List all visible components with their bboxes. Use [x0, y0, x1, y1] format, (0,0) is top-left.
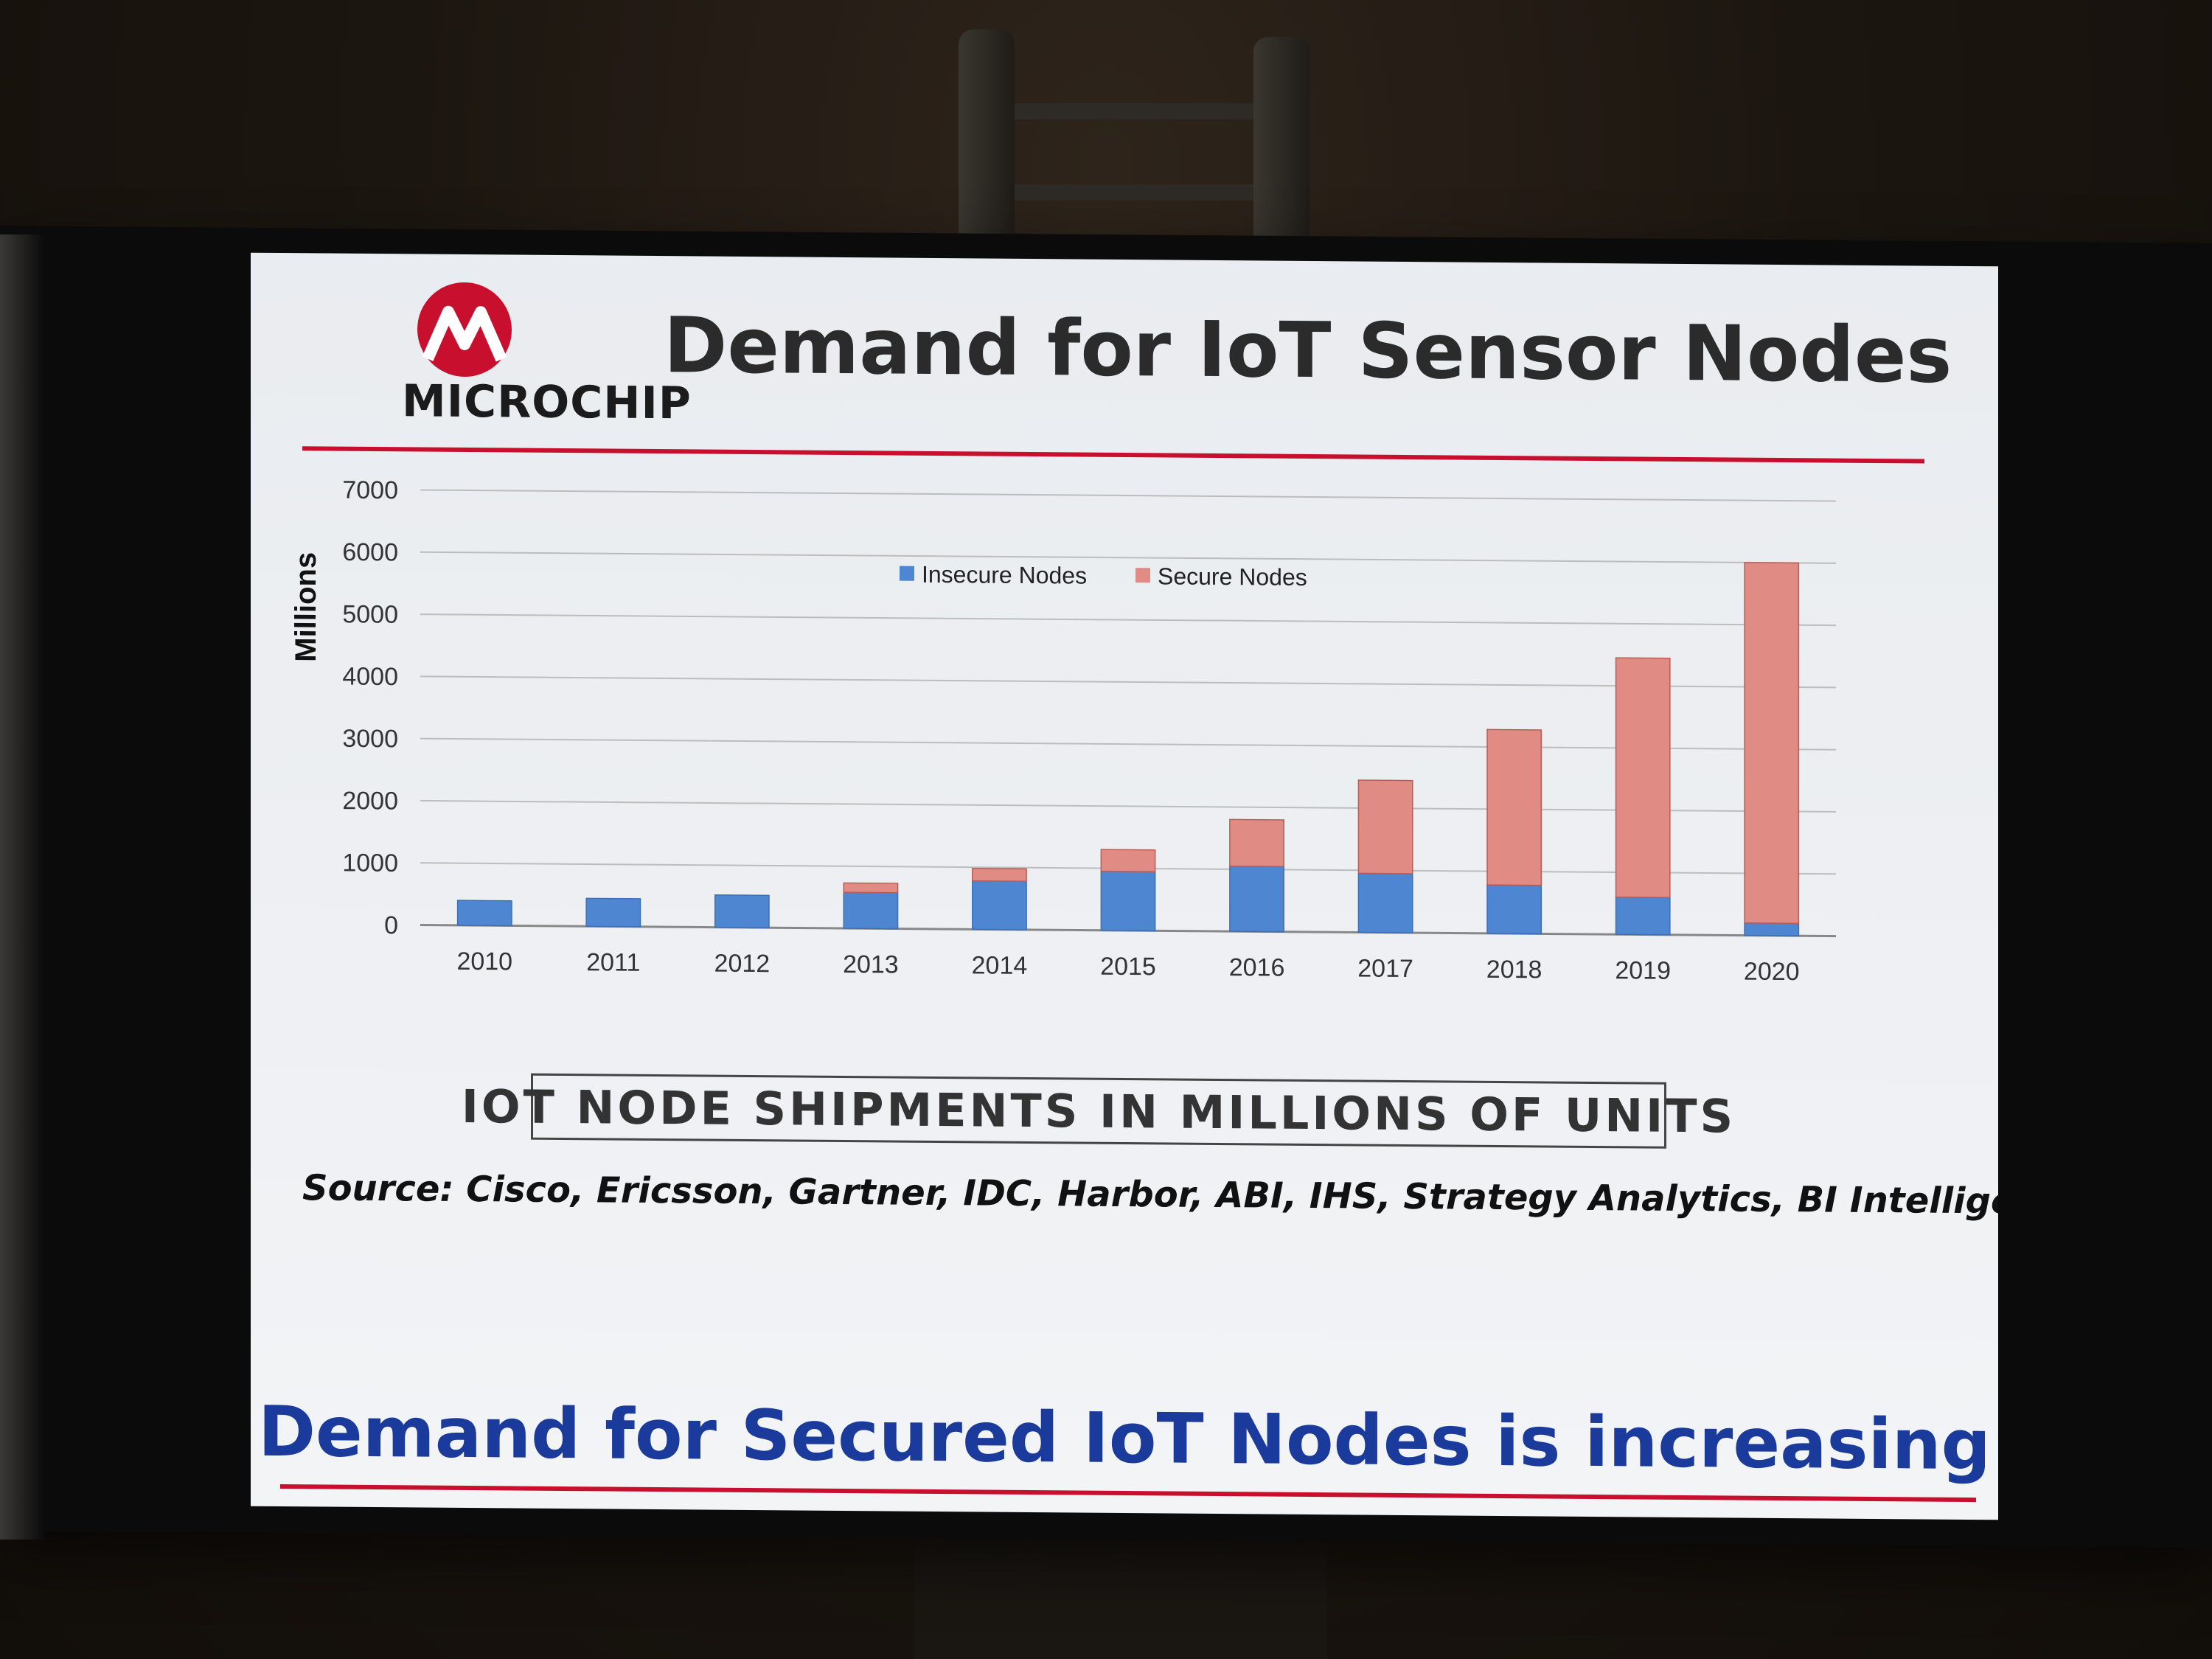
chart-caption-box: IOT NODE SHIPMENTS IN MILLIONS OF UNITS	[462, 1073, 1736, 1149]
chart-bars	[456, 562, 1800, 936]
slide-tagline: Demand for Secured IoT Nodes is increasi…	[258, 1391, 1991, 1486]
source-citation: Source: Cisco, Ericsson, Gartner, IDC, H…	[302, 1167, 1998, 1223]
secure-bar-2013	[843, 882, 899, 894]
x-tick-label: 2013	[843, 950, 899, 979]
tagline-divider	[280, 1484, 1976, 1503]
insecure-bar-2012	[714, 894, 770, 928]
chart-y-ticks: 0 1000 2000 3000 4000 5000 6000 7000	[342, 476, 398, 940]
chart-caption: IOT NODE SHIPMENTS IN MILLIONS OF UNITS	[461, 1079, 1736, 1144]
y-tick-label: 4000	[342, 663, 398, 692]
y-tick-label: 2000	[342, 787, 398, 815]
y-tick-label: 3000	[342, 725, 398, 754]
x-tick-label: 2012	[714, 950, 771, 978]
insecure-bar-2019	[1615, 896, 1671, 936]
insecure-bar-2013	[843, 891, 899, 930]
truss-crossbar	[1015, 103, 1253, 119]
insecure-bar-2014	[972, 880, 1027, 931]
secure-bar-2019	[1615, 657, 1671, 898]
legend-label-secure: Secure Nodes	[1158, 563, 1307, 591]
truss-crossbar	[1015, 184, 1253, 201]
insecure-bar-2010	[456, 900, 512, 927]
x-tick-label: 2015	[1100, 953, 1156, 981]
x-tick-label: 2016	[1229, 953, 1285, 982]
microchip-logo-icon	[417, 282, 512, 377]
truss-post-left	[959, 29, 1015, 273]
x-tick-label: 2017	[1357, 954, 1413, 983]
gridline	[420, 489, 1836, 502]
chart-legend: Insecure Nodes Secure Nodes	[900, 561, 1307, 591]
secure-bar-2018	[1486, 728, 1543, 886]
microchip-wordmark: MICROCHIP	[402, 375, 692, 430]
y-tick-label: 1000	[342, 849, 398, 877]
microchip-logo: MICROCHIP	[324, 275, 692, 429]
presentation-slide: MICROCHIP Demand for IoT Sensor Nodes 0 1…	[251, 252, 1998, 1520]
insecure-bar-2018	[1486, 884, 1543, 935]
gridline	[420, 551, 1836, 564]
y-tick-label: 0	[384, 911, 398, 939]
secure-bar-2020	[1744, 562, 1800, 925]
gridline	[420, 799, 1836, 813]
truss-base	[914, 1526, 1327, 1659]
legend-swatch-insecure	[900, 566, 914, 581]
insecure-bar-2015	[1100, 870, 1156, 932]
x-tick-label: 2011	[586, 948, 640, 977]
insecure-bar-2011	[585, 897, 641, 928]
y-tick-label: 6000	[342, 538, 398, 567]
x-tick-label: 2018	[1486, 956, 1543, 984]
insecure-bar-2017	[1357, 872, 1413, 933]
secure-bar-2015	[1100, 849, 1156, 873]
gridline	[420, 613, 1836, 627]
chart-x-ticks: 2010 2011 2012 2013 2014 2015 2016 2017 2018 2019…	[456, 947, 1799, 986]
legend-label-insecure: Insecure Nodes	[922, 561, 1087, 589]
x-tick-label: 2010	[456, 947, 512, 976]
y-tick-label: 5000	[342, 600, 398, 629]
x-tick-label: 2014	[972, 951, 1028, 980]
gridline	[420, 737, 1836, 751]
x-tick-label: 2019	[1615, 956, 1671, 985]
truss-post-right	[1253, 37, 1310, 273]
monitor-edge	[0, 234, 44, 1540]
secure-bar-2016	[1229, 818, 1284, 867]
chart-gridlines	[420, 489, 1836, 938]
insecure-bar-2020	[1744, 922, 1800, 936]
secure-bar-2014	[972, 868, 1027, 882]
y-tick-label: 7000	[342, 476, 398, 505]
insecure-bar-2016	[1229, 865, 1284, 933]
x-tick-label: 2020	[1744, 958, 1800, 987]
gridline	[420, 675, 1836, 689]
legend-swatch-secure	[1135, 568, 1150, 583]
slide-title: Demand for IoT Sensor Nodes	[664, 300, 1952, 400]
y-axis-label: Millions	[290, 552, 322, 662]
secure-bar-2017	[1357, 779, 1413, 874]
